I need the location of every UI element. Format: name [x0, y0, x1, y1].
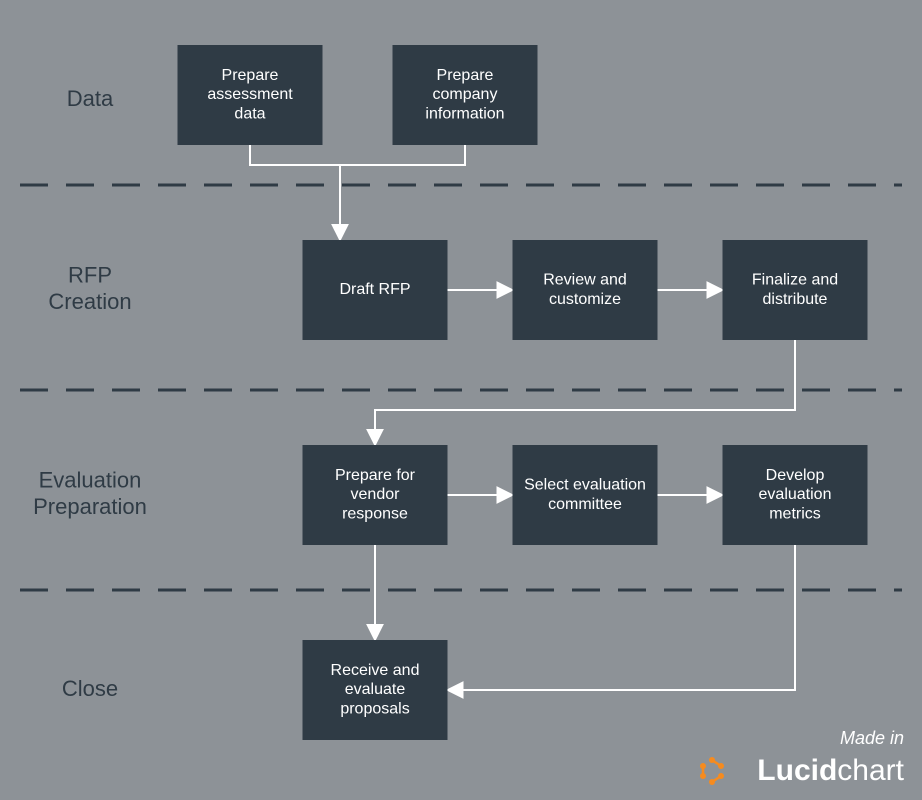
flow-node-label: Select evaluation — [524, 477, 646, 494]
flow-node-label: distribute — [763, 291, 828, 308]
flow-node-label: Receive and — [331, 662, 420, 679]
flow-node-label: Finalize and — [752, 272, 838, 289]
flow-node-label: Prepare — [437, 67, 494, 84]
watermark-brand: Lucidchart — [757, 754, 904, 787]
flow-node-label: customize — [549, 291, 621, 308]
flow-node-company: Prepare company information — [393, 45, 538, 145]
lane-label: RFP — [68, 263, 112, 288]
lucidchart-icon — [700, 757, 724, 785]
flow-node-draft: Draft RFP — [303, 240, 448, 340]
flow-node-label: proposals — [340, 700, 409, 717]
flow-node-label: response — [342, 505, 408, 522]
lane-label: Creation — [48, 289, 131, 314]
flow-node-assess: Prepare assessment data — [178, 45, 323, 145]
flow-node-label: metrics — [769, 505, 821, 522]
flow-node-review: Review and customize — [513, 240, 658, 340]
watermark: Made in Lucidchart — [700, 728, 905, 787]
flow-node-label: Prepare for — [335, 467, 416, 484]
flow-node-label: company — [433, 86, 498, 103]
lane-label: Preparation — [33, 494, 147, 519]
flow-edge — [375, 340, 795, 445]
lane-label: Close — [62, 676, 118, 701]
flow-node-prepvend: Prepare for vendor response — [303, 445, 448, 545]
lane-label: Data — [67, 86, 114, 111]
flow-node-label: Develop — [766, 467, 825, 484]
lane-label: Evaluation — [39, 468, 142, 493]
flow-node-label: information — [425, 105, 504, 122]
flow-node-label: vendor — [351, 486, 401, 503]
flow-node-receive: Receive and evaluate proposals — [303, 640, 448, 740]
flow-node-selcomm: Select evaluation committee — [513, 445, 658, 545]
flow-node-label: Review and — [543, 272, 627, 289]
edges-group — [250, 145, 795, 690]
flow-node-label: evaluation — [759, 486, 832, 503]
flow-node-label: committee — [548, 496, 622, 513]
flow-node-devmet: Develop evaluation metrics — [723, 445, 868, 545]
flow-node-label: data — [234, 105, 265, 122]
flow-node-label: Prepare — [222, 67, 279, 84]
flow-node-label: assessment — [207, 86, 293, 103]
flow-node-finalize: Finalize and distribute — [723, 240, 868, 340]
flow-edge — [340, 145, 465, 165]
flow-node-label: Draft RFP — [339, 281, 410, 298]
flow-node-label: evaluate — [345, 681, 406, 698]
flow-edge — [250, 145, 340, 240]
flow-edge — [448, 545, 796, 690]
watermark-line1: Made in — [840, 728, 904, 748]
